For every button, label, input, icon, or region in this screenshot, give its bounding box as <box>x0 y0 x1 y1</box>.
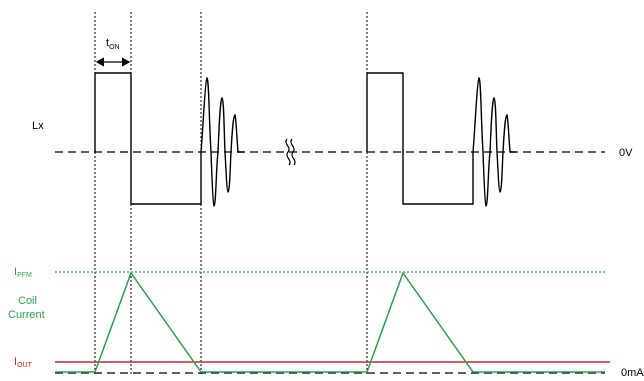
coil-label-line2: Current <box>8 309 45 321</box>
lx-ringing-2 <box>472 76 516 207</box>
t-on-label: tON <box>106 37 120 51</box>
time-break-icon <box>285 138 296 166</box>
lx-label: Lx <box>32 120 44 132</box>
lx-pulse-1 <box>94 72 202 205</box>
lx-pulse-2 <box>366 72 474 205</box>
timing-markers <box>94 12 368 374</box>
i-out-label: IOUT <box>14 356 33 369</box>
lx-ringing-1 <box>200 76 244 207</box>
coil-label-line1: Coil <box>18 295 37 307</box>
coil-current-waveform <box>55 271 605 373</box>
zero-v-label: 0V <box>619 147 633 159</box>
zero-ma-label: 0mA <box>621 367 644 379</box>
lx-waveform <box>94 72 516 207</box>
i-pfm-label: IPFM <box>14 266 32 279</box>
